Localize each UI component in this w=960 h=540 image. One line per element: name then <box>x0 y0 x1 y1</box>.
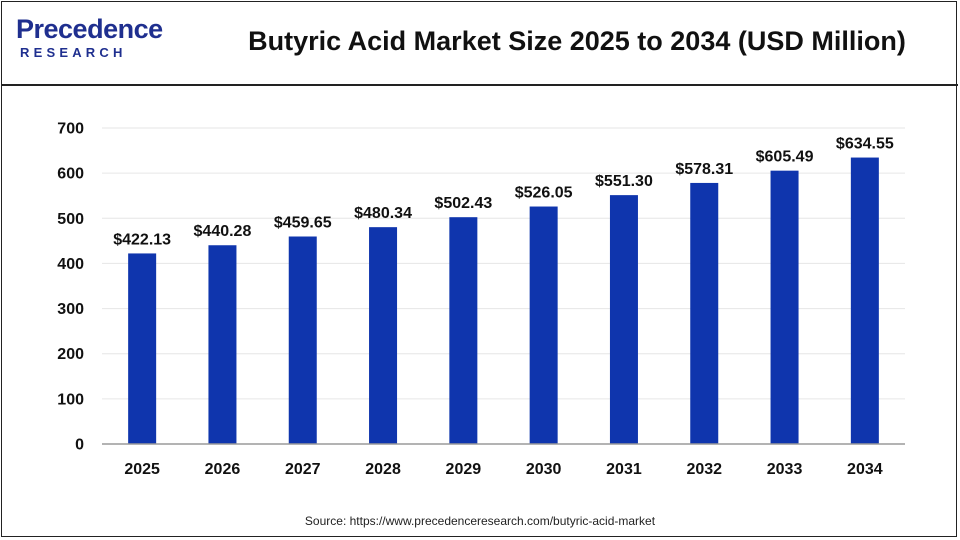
logo-word: recedence <box>33 14 164 44</box>
bar <box>770 170 799 444</box>
x-tick-label: 2030 <box>526 461 562 478</box>
x-tick-label: 2029 <box>446 461 482 478</box>
chart-title: Butyric Acid Market Size 2025 to 2034 (U… <box>248 26 906 56</box>
bar <box>529 206 558 444</box>
x-axis-ticks: 2025 2026 2027 2028 2029 2030 2031 2032 2033 2034 <box>124 461 882 478</box>
bar <box>128 253 157 444</box>
x-tick-label: 2026 <box>205 461 241 478</box>
x-tick-label: 2028 <box>365 461 401 478</box>
bar <box>609 195 638 444</box>
y-tick-label: 600 <box>57 166 84 183</box>
x-tick-label: 2031 <box>606 461 642 478</box>
data-label: $578.31 <box>675 161 733 178</box>
bar <box>449 217 478 444</box>
data-label: $526.05 <box>515 185 573 202</box>
x-tick-label: 2034 <box>847 461 883 478</box>
x-tick-label: 2027 <box>285 461 321 478</box>
data-label: $551.30 <box>595 173 653 190</box>
bar-chart: 0 100 200 300 400 500 600 700 $422.13 $440.28 $45… <box>57 121 905 478</box>
data-label: $605.49 <box>756 149 814 166</box>
data-labels: $422.13 $440.28 $459.65 $480.34 $502.43 $526.… <box>113 136 894 249</box>
bar <box>690 182 719 445</box>
y-tick-label: 200 <box>57 346 84 363</box>
y-tick-label: 0 <box>75 437 84 454</box>
y-tick-label: 300 <box>57 301 84 318</box>
header-divider <box>2 84 958 86</box>
data-label: $422.13 <box>113 231 171 248</box>
source-note: Source: https://www.precedenceresearch.c… <box>304 514 656 528</box>
header: Precedence RESEARCH Butyric Acid Market … <box>2 2 958 84</box>
bar <box>369 227 398 444</box>
x-tick-label: 2033 <box>767 461 803 478</box>
y-axis-ticks: 0 100 200 300 400 500 600 700 <box>57 121 84 454</box>
data-label: $440.28 <box>194 223 252 240</box>
data-label: $634.55 <box>836 136 894 153</box>
bar <box>850 157 879 444</box>
data-label: $480.34 <box>354 205 412 222</box>
y-tick-label: 100 <box>57 391 84 408</box>
x-tick-label: 2032 <box>686 461 722 478</box>
y-tick-label: 400 <box>57 256 84 273</box>
bar <box>208 245 237 444</box>
brand-logo: Precedence RESEARCH <box>16 14 166 74</box>
data-label: $502.43 <box>434 195 492 212</box>
y-tick-label: 700 <box>57 121 84 138</box>
y-tick-label: 500 <box>57 211 84 228</box>
logo-subtitle: RESEARCH <box>20 45 127 60</box>
data-label: $459.65 <box>274 215 332 232</box>
bar <box>288 236 317 444</box>
logo-initial: P <box>16 14 34 44</box>
x-tick-label: 2025 <box>124 461 160 478</box>
bars <box>128 157 879 445</box>
